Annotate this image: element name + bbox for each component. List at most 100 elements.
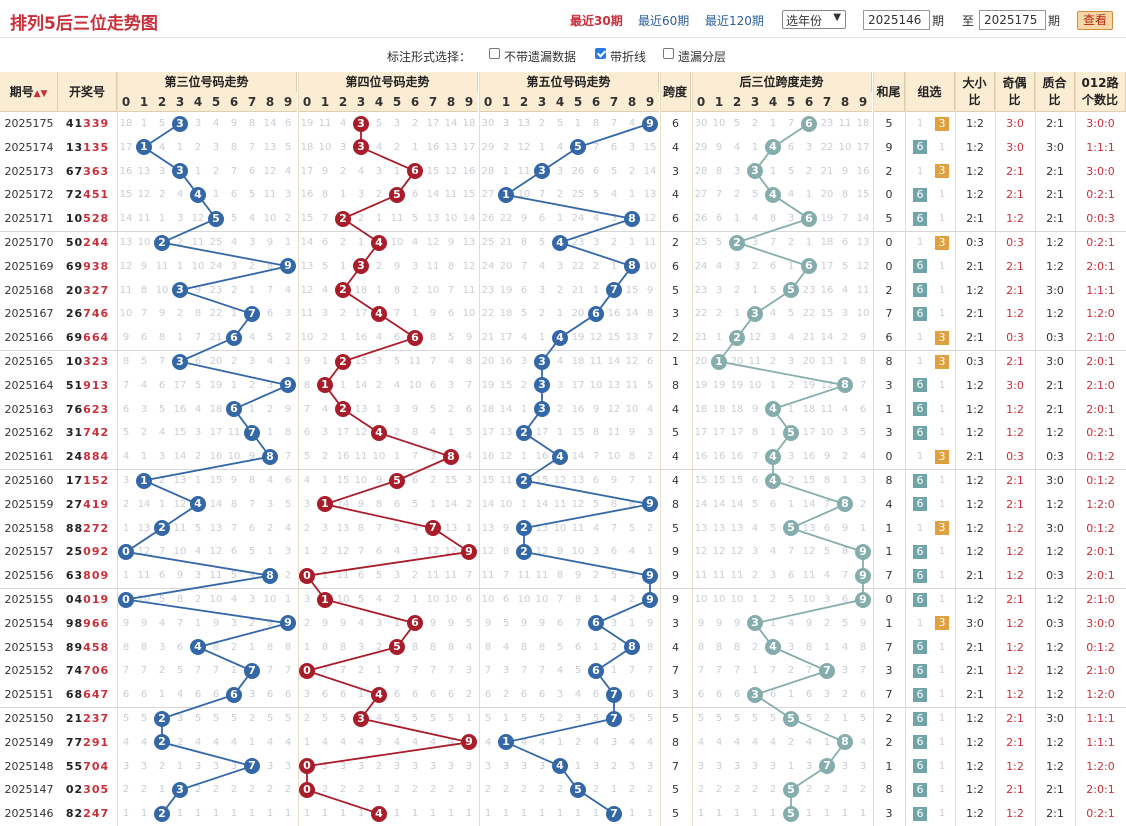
missing-count: 4 bbox=[859, 451, 867, 463]
missing-count: 6 bbox=[266, 689, 274, 701]
road-cell: 2:0:1 bbox=[1086, 545, 1115, 559]
col-issue-header[interactable]: 期号▲▼ bbox=[0, 72, 58, 112]
missing-count: 2 bbox=[194, 141, 202, 153]
missing-count: 17 bbox=[802, 427, 816, 439]
hit-ball: 4 bbox=[765, 139, 781, 156]
missing-count: 8 bbox=[841, 546, 849, 558]
missing-count: 2 bbox=[140, 427, 148, 439]
missing-count: 6 bbox=[628, 498, 636, 510]
missing-count: 2 bbox=[411, 784, 419, 796]
missing-count: 10 bbox=[535, 594, 549, 605]
checkbox-layer-missing[interactable] bbox=[663, 48, 674, 59]
missing-count: 3 bbox=[393, 403, 401, 415]
missing-count: 5 bbox=[715, 237, 723, 248]
missing-count: 7 bbox=[610, 118, 618, 129]
missing-count: 5 bbox=[411, 713, 419, 724]
missing-count: 9 bbox=[447, 237, 455, 248]
draw-cell: 17152 bbox=[65, 474, 110, 487]
missing-count: 5 bbox=[284, 141, 292, 153]
missing-count: 4 bbox=[805, 736, 813, 748]
missing-count: 3 bbox=[122, 760, 130, 772]
missing-count: 1 bbox=[787, 760, 795, 772]
hit-ball: 3 bbox=[353, 115, 369, 132]
row-separator bbox=[0, 350, 1126, 351]
missing-count: 10 bbox=[227, 451, 241, 463]
missing-count: 3 bbox=[321, 522, 329, 534]
missing-count: 10 bbox=[694, 594, 708, 605]
missing-count: 2 bbox=[266, 784, 274, 796]
missing-count: 10 bbox=[444, 213, 458, 225]
checkbox-with-line[interactable] bbox=[595, 48, 606, 59]
missing-count: 6 bbox=[610, 141, 618, 153]
from-issue-input[interactable]: 2025146 bbox=[863, 10, 930, 30]
missing-count: 7 bbox=[194, 665, 202, 677]
digit-header-3-4: 4 bbox=[764, 92, 782, 112]
missing-count: 7 bbox=[212, 665, 220, 677]
issue-cell: 2025160 bbox=[4, 474, 54, 487]
missing-count: 7 bbox=[393, 665, 401, 677]
missing-count: 10 bbox=[426, 284, 440, 296]
missing-count: 12 bbox=[173, 498, 187, 510]
zuxuan-6-tag: 6 bbox=[913, 568, 927, 583]
hit-ball: 8 bbox=[262, 448, 278, 465]
year-select[interactable]: 选年份 ▼ bbox=[782, 10, 846, 29]
missing-count: 2 bbox=[321, 546, 329, 558]
missing-count: 6 bbox=[841, 237, 849, 248]
hit-ball: 5 bbox=[570, 781, 586, 798]
missing-count: 7 bbox=[266, 665, 274, 677]
oddeven-cell: 1:2 bbox=[1006, 664, 1024, 678]
missing-count: 2 bbox=[194, 594, 202, 605]
oddeven-cell: 1:2 bbox=[1006, 807, 1024, 821]
missing-count: 15 bbox=[643, 141, 657, 153]
missing-count: 6 bbox=[194, 356, 202, 367]
road-cell: 1:2:0 bbox=[1086, 307, 1115, 321]
group4-header: 第四位号码走势 bbox=[298, 72, 478, 92]
missing-count: 14 bbox=[625, 308, 639, 320]
missing-count: 18 bbox=[730, 403, 744, 415]
missing-count: 23 bbox=[694, 284, 708, 296]
missing-count: 17 bbox=[535, 427, 549, 439]
missing-count: 4 bbox=[592, 736, 600, 748]
missing-count: 8 bbox=[465, 356, 473, 367]
missing-count: 11 bbox=[119, 284, 133, 296]
missing-count: 9 bbox=[502, 522, 510, 534]
missing-count: 4 bbox=[194, 546, 202, 558]
range-recent-120[interactable]: 最近120期 bbox=[705, 14, 764, 28]
missing-count: 6 bbox=[592, 689, 600, 701]
missing-count: 2 bbox=[787, 665, 795, 677]
missing-count: 6 bbox=[140, 332, 148, 344]
primecomp-cell: 0:3 bbox=[1046, 450, 1064, 464]
missing-count: 1 bbox=[194, 808, 202, 820]
missing-count: 18 bbox=[499, 308, 513, 320]
query-button[interactable]: 查看 bbox=[1077, 11, 1113, 30]
missing-count: 3 bbox=[465, 760, 473, 772]
sumtail-cell: 2 bbox=[885, 283, 893, 297]
missing-count: 3 bbox=[484, 760, 492, 772]
missing-count: 8 bbox=[393, 284, 401, 296]
missing-count: 4 bbox=[176, 689, 184, 701]
checkbox-no-missing[interactable] bbox=[489, 48, 500, 59]
issue-cell: 2025159 bbox=[4, 497, 54, 511]
missing-count: 8 bbox=[628, 451, 636, 463]
missing-count: 16 bbox=[209, 451, 223, 463]
missing-count: 2 bbox=[465, 498, 473, 510]
missing-count: 11 bbox=[155, 260, 169, 272]
missing-count: 11 bbox=[802, 570, 816, 582]
missing-count: 2 bbox=[484, 784, 492, 796]
missing-count: 9 bbox=[574, 570, 582, 582]
range-recent-60[interactable]: 最近60期 bbox=[638, 14, 690, 28]
missing-count: 10 bbox=[137, 237, 151, 248]
missing-count: 1 bbox=[787, 403, 795, 415]
digit-header-3-6: 6 bbox=[800, 92, 818, 112]
oddeven-cell: 0:3 bbox=[1006, 450, 1024, 464]
range-recent-30[interactable]: 最近30期 bbox=[570, 14, 623, 28]
primecomp-cell: 1:2 bbox=[1046, 236, 1064, 249]
primecomp-cell: 1:2 bbox=[1046, 759, 1064, 773]
missing-count: 2 bbox=[841, 784, 849, 796]
primecomp-cell: 3:0 bbox=[1046, 283, 1064, 297]
to-issue-input[interactable]: 2025175 bbox=[979, 10, 1046, 30]
zuxuan-missing: 1 bbox=[916, 522, 924, 534]
sumtail-cell: 7 bbox=[885, 569, 893, 583]
issue-cell: 2025152 bbox=[4, 664, 54, 678]
missing-count: 10 bbox=[517, 594, 531, 605]
